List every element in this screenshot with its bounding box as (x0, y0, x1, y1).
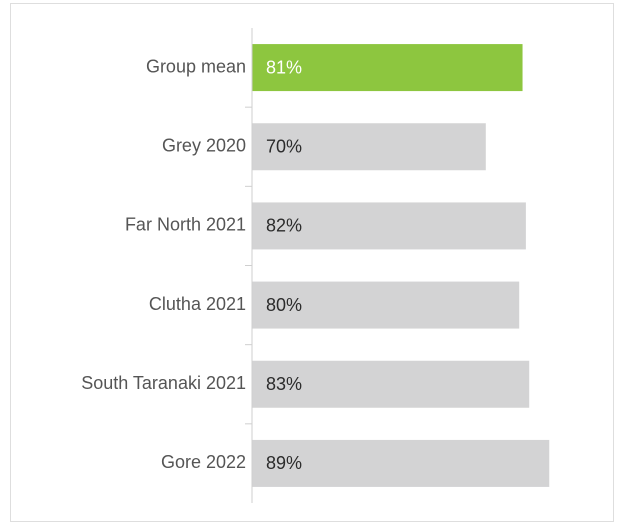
value-label: 81% (266, 57, 302, 77)
category-label: Gore 2022 (161, 452, 246, 472)
value-label: 80% (266, 295, 302, 315)
value-label: 89% (266, 453, 302, 473)
bar (252, 123, 486, 171)
value-label: 83% (266, 374, 302, 394)
category-label: Clutha 2021 (149, 294, 246, 314)
category-label: South Taranaki 2021 (81, 373, 246, 393)
value-label: 82% (266, 216, 302, 236)
frame (10, 3, 614, 522)
category-label: Far North 2021 (125, 215, 246, 235)
bar (252, 281, 520, 329)
bar (252, 44, 523, 92)
bar (252, 202, 526, 250)
bar (252, 439, 550, 487)
bar (252, 360, 530, 408)
category-label: Group mean (146, 56, 246, 76)
value-label: 70% (266, 137, 302, 157)
category-label: Grey 2020 (162, 136, 246, 156)
